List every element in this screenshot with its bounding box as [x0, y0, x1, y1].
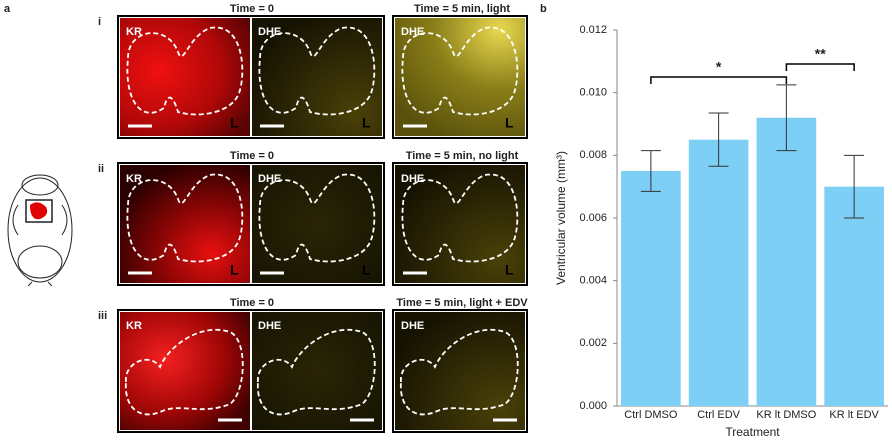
ventricle-outline — [401, 173, 519, 263]
ventricle-outline — [401, 26, 519, 116]
error-bar — [640, 150, 661, 192]
error-bar — [776, 84, 797, 152]
row-label: iii — [98, 310, 107, 322]
x-tick-label: KR lt EDV — [829, 409, 879, 421]
tile-label: DHE — [258, 320, 281, 332]
column-header: Time = 5 min, light + EDV — [396, 297, 528, 309]
orientation-marker: L — [230, 115, 239, 131]
x-tick-label: Ctrl DMSO — [624, 409, 678, 421]
ventricle-outline — [125, 328, 244, 416]
panel-label: a — [4, 3, 11, 15]
embryo-schematic — [7, 174, 73, 287]
y-axis-label: Ventricular volume (mm³) — [554, 151, 568, 285]
image-frame — [117, 309, 385, 433]
orientation-marker: L — [505, 115, 514, 131]
micrograph — [120, 165, 250, 283]
significance-bracket — [785, 63, 855, 71]
y-tick-label: 0.008 — [579, 149, 607, 161]
row-label: ii — [98, 163, 104, 175]
tile-label: DHE — [258, 173, 281, 185]
micrograph — [252, 312, 382, 430]
ventricle-outline — [400, 328, 519, 416]
y-tick-label: 0.012 — [579, 24, 607, 36]
orientation-marker: L — [230, 262, 239, 278]
tile-label: DHE — [401, 320, 424, 332]
outline-group — [258, 173, 376, 263]
tile-label: DHE — [401, 173, 424, 185]
x-tick-label: Ctrl EDV — [697, 409, 740, 421]
outline-group — [400, 328, 519, 416]
y-tick-label: 0.002 — [579, 337, 607, 349]
panel-label: b — [540, 3, 547, 15]
orientation-marker: L — [362, 262, 371, 278]
outline-group — [126, 26, 244, 116]
ventricle-outline — [126, 173, 244, 263]
micrograph — [120, 312, 250, 430]
micrograph — [395, 165, 525, 283]
column-header: Time = 5 min, light — [414, 3, 510, 15]
outline-group — [401, 26, 519, 116]
micrograph — [252, 18, 382, 136]
tile-label: KR — [126, 320, 142, 332]
y-tick-label: 0.000 — [579, 400, 607, 412]
outline-group — [401, 173, 519, 263]
image-frame — [392, 162, 528, 286]
column-header: Time = 0 — [230, 297, 274, 309]
tile-label: KR — [126, 173, 142, 185]
x-tick-label: KR lt DMSO — [756, 409, 816, 421]
x-axis-label: Treatment — [725, 425, 780, 439]
significance-label: ** — [815, 46, 826, 62]
column-header: Time = 0 — [230, 150, 274, 162]
bar — [621, 171, 681, 406]
ventricle-outline — [257, 328, 376, 416]
bar — [688, 139, 749, 406]
error-bar — [844, 154, 865, 219]
orientation-marker: L — [505, 262, 514, 278]
micrograph — [252, 165, 382, 283]
y-tick-label: 0.006 — [579, 212, 607, 224]
ventricle-outline — [126, 26, 244, 116]
micrograph — [395, 312, 525, 430]
y-tick-label: 0.010 — [579, 87, 607, 99]
image-frame — [117, 15, 385, 139]
tile-label: DHE — [401, 26, 424, 38]
outline-group — [258, 26, 376, 116]
micrograph — [395, 18, 525, 136]
column-header: Time = 0 — [230, 3, 274, 15]
bar — [756, 117, 817, 406]
bar — [824, 186, 884, 406]
outline-group — [125, 328, 244, 416]
column-header: Time = 5 min, no light — [406, 150, 519, 162]
significance-bracket — [650, 76, 788, 84]
image-frame — [392, 15, 528, 139]
ventricle-outline — [258, 26, 376, 116]
outline-group — [126, 173, 244, 263]
outline-group — [257, 328, 376, 416]
orientation-marker: L — [362, 115, 371, 131]
y-tick-label: 0.004 — [579, 275, 607, 287]
significance-label: * — [716, 59, 722, 75]
tile-label: KR — [126, 26, 142, 38]
image-frame — [392, 309, 528, 433]
image-frame — [117, 162, 385, 286]
tile-label: DHE — [258, 26, 281, 38]
row-label: i — [98, 16, 101, 28]
ventricle-outline — [258, 173, 376, 263]
error-bar — [708, 112, 729, 167]
micrograph — [120, 18, 250, 136]
